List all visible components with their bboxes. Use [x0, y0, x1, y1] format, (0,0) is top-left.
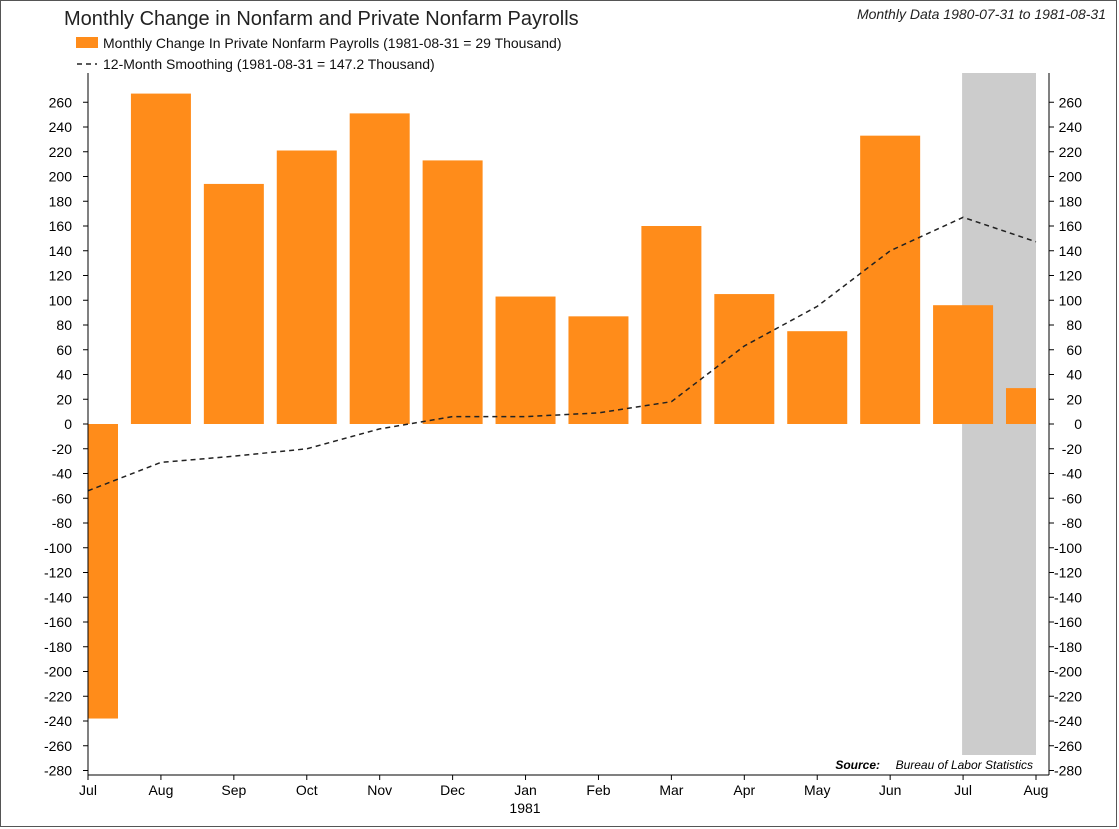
y-tick-label-left: 60 [56, 342, 72, 358]
y-tick-label-left: -120 [44, 565, 72, 581]
y-tick-label-left: 120 [49, 268, 73, 284]
y-tick-label-left: -240 [44, 713, 72, 729]
x-tick-label-jul: Jul [954, 782, 972, 798]
x-tick-label-mar: Mar [659, 782, 683, 798]
legend: Monthly Change In Private Nonfarm Payrol… [76, 35, 562, 72]
y-tick-label-left: -60 [52, 490, 72, 506]
y-tick-label-right: 0 [1074, 416, 1082, 432]
y-tick-label-right: -40 [1062, 466, 1082, 482]
bar-feb-7 [568, 316, 629, 424]
x-tick-label-oct: Oct [296, 782, 318, 798]
y-tick-label-left: -160 [44, 614, 72, 630]
x-tick-label-may: May [804, 782, 830, 798]
bar-may-10 [787, 331, 848, 424]
y-tick-label-left: -180 [44, 639, 72, 655]
y-tick-label-right: -220 [1054, 688, 1082, 704]
y-tick-label-left: -220 [44, 688, 72, 704]
y-tick-label-right: -100 [1054, 540, 1082, 556]
y-tick-label-right: -240 [1054, 713, 1082, 729]
chart-title: Monthly Change in Nonfarm and Private No… [64, 8, 579, 30]
y-tick-label-right: 80 [1066, 317, 1082, 333]
y-tick-label-right: -120 [1054, 565, 1082, 581]
bar-dec-5 [422, 160, 483, 424]
y-tick-label-left: 260 [49, 94, 73, 110]
y-tick-label-right: 60 [1066, 342, 1082, 358]
x-tick-label-sep: Sep [221, 782, 246, 798]
x-tick-label-aug: Aug [148, 782, 173, 798]
y-tick-label-right: 180 [1059, 193, 1083, 209]
bar-mar-8 [641, 226, 702, 424]
bars-layer [88, 93, 1036, 719]
y-tick-label-left: 80 [56, 317, 72, 333]
y-tick-label-right: -200 [1054, 664, 1082, 680]
bar-aug-1 [130, 93, 191, 425]
source-label: Source: [835, 758, 880, 772]
y-tick-label-left: 220 [49, 144, 73, 160]
bar-jun-11 [860, 135, 921, 424]
y-tick-label-right: -60 [1062, 490, 1082, 506]
y-tick-label-right: 40 [1066, 367, 1082, 383]
y-tick-label-left: -280 [44, 763, 72, 779]
legend-bar-swatch [76, 37, 98, 48]
y-tick-label-left: 0 [64, 416, 72, 432]
y-tick-label-right: 120 [1059, 268, 1083, 284]
y-tick-label-left: -200 [44, 664, 72, 680]
y-tick-label-left: -260 [44, 738, 72, 754]
y-tick-label-right: 200 [1059, 169, 1083, 185]
x-tick-label-jan: Jan [514, 782, 537, 798]
legend-line-label: 12-Month Smoothing (1981-08-31 = 147.2 T… [103, 56, 435, 72]
y-tick-label-left: -80 [52, 515, 72, 531]
y-tick-label-right: 260 [1059, 94, 1083, 110]
y-tick-label-left: 240 [49, 119, 73, 135]
bar-nov-4 [349, 113, 410, 424]
y-tick-label-right: 240 [1059, 119, 1083, 135]
y-tick-label-left: -40 [52, 466, 72, 482]
x-tick-label-dec: Dec [440, 782, 465, 798]
y-tick-label-right: -140 [1054, 589, 1082, 605]
y-tick-label-right: 100 [1059, 292, 1083, 308]
chart-subtitle: Monthly Data 1980-07-31 to 1981-08-31 [857, 6, 1106, 22]
y-tick-label-right: -160 [1054, 614, 1082, 630]
x-tick-label-nov: Nov [367, 782, 392, 798]
y-tick-label-left: 160 [49, 218, 73, 234]
x-tick-label-aug: Aug [1024, 782, 1049, 798]
y-tick-label-right: -80 [1062, 515, 1082, 531]
bar-jul-12 [933, 305, 994, 424]
y-tick-label-right: 220 [1059, 144, 1083, 160]
x-year-label: 1981 [509, 800, 540, 816]
y-tick-label-right: 20 [1066, 391, 1082, 407]
source-value: Bureau of Labor Statistics [896, 758, 1033, 772]
y-tick-label-left: 40 [56, 367, 72, 383]
y-tick-label-right: 160 [1059, 218, 1083, 234]
bar-oct-3 [276, 150, 337, 424]
smoothing-line [87, 216, 1037, 492]
x-tick-label-apr: Apr [733, 782, 755, 798]
x-tick-label-jun: Jun [879, 782, 902, 798]
bar-sep-2 [203, 183, 264, 424]
y-tick-label-left: 180 [49, 193, 73, 209]
y-tick-label-left: 200 [49, 169, 73, 185]
bar-jan-6 [495, 296, 556, 424]
y-tick-label-left: -20 [52, 441, 72, 457]
x-tick-label-feb: Feb [586, 782, 610, 798]
y-tick-label-right: -260 [1054, 738, 1082, 754]
bar-jul-0 [88, 424, 118, 719]
y-tick-label-right: -20 [1062, 441, 1082, 457]
bar-apr-9 [714, 294, 775, 424]
y-tick-label-right: -280 [1054, 763, 1082, 779]
legend-bar-label: Monthly Change In Private Nonfarm Payrol… [103, 35, 562, 51]
y-tick-label-right: -180 [1054, 639, 1082, 655]
y-tick-label-left: 20 [56, 391, 72, 407]
y-tick-label-right: 140 [1059, 243, 1083, 259]
y-tick-label-left: -100 [44, 540, 72, 556]
y-tick-label-left: -140 [44, 589, 72, 605]
y-tick-label-left: 140 [49, 243, 73, 259]
bar-aug-13 [1006, 388, 1036, 424]
y-tick-label-left: 100 [49, 292, 73, 308]
x-tick-label-jul: Jul [79, 782, 97, 798]
